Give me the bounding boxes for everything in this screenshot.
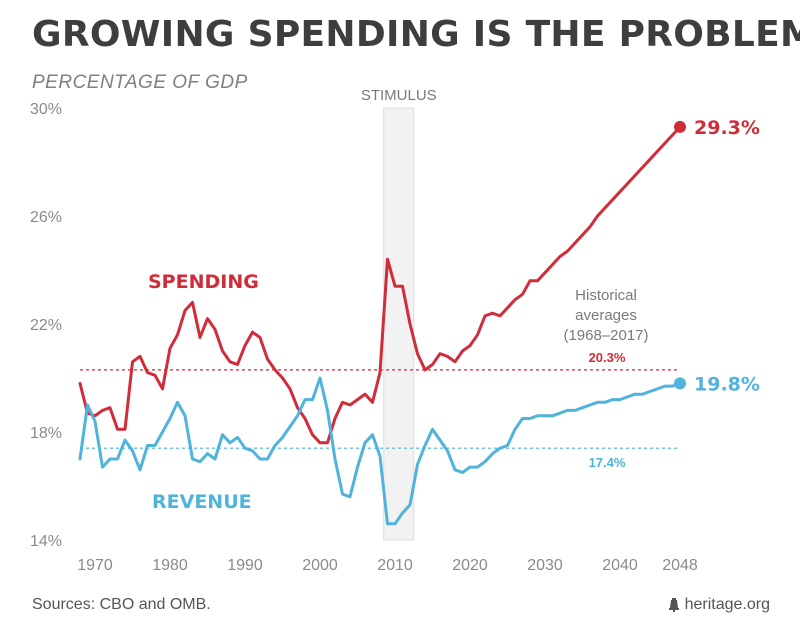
- revenue-end-marker: [674, 377, 686, 390]
- y-tick-label: 26%: [30, 209, 62, 226]
- liberty-bell-icon: [668, 598, 679, 612]
- x-tick-label: 2048: [662, 557, 698, 574]
- revenue-end-value-label: 19.8%: [694, 373, 760, 395]
- x-tick-label: 2000: [302, 557, 338, 574]
- spending-end-value-label: 29.3%: [694, 117, 760, 139]
- series-labels: SPENDING 29.3% REVENUE 19.8%: [148, 117, 760, 513]
- stimulus-label: STIMULUS: [361, 87, 437, 104]
- series-lines: [78, 120, 686, 526]
- x-tick-label: 1970: [77, 557, 113, 574]
- sources-note: Sources: CBO and OMB.: [32, 596, 211, 613]
- x-tick-label: 1990: [227, 557, 263, 574]
- chart-title: GROWING SPENDING IS THE PROBLEM: [32, 14, 800, 55]
- brand[interactable]: heritage.org: [668, 596, 770, 614]
- spending-average-label: 20.3%: [589, 350, 626, 365]
- x-axis-ticks: 1970 1980 1990 2000 2010 2020 2030 2040 2048: [77, 557, 698, 574]
- revenue-line: [78, 376, 682, 526]
- averages-note-line: (1968–2017): [563, 327, 648, 344]
- spending-line: [78, 125, 682, 445]
- x-tick-label: 2020: [452, 557, 488, 574]
- averages-note-line: averages: [575, 307, 637, 324]
- y-tick-label: 18%: [30, 425, 62, 442]
- x-tick-label: 2010: [377, 557, 413, 574]
- chart-subtitle: PERCENTAGE OF GDP: [32, 72, 248, 93]
- revenue-series-label: REVENUE: [152, 491, 252, 513]
- x-tick-label: 1980: [152, 557, 188, 574]
- y-tick-label: 14%: [30, 533, 62, 550]
- x-tick-label: 2040: [602, 557, 638, 574]
- historical-averages-note: Historical averages (1968–2017): [563, 287, 648, 344]
- spending-series-label: SPENDING: [148, 271, 259, 293]
- y-axis-ticks: 14% 18% 22% 26% 30%: [30, 101, 62, 550]
- y-tick-label: 30%: [30, 101, 62, 118]
- brand-name: heritage.org: [684, 596, 770, 613]
- y-tick-label: 22%: [30, 317, 62, 334]
- x-tick-label: 2030: [527, 557, 563, 574]
- spending-end-marker: [674, 120, 686, 133]
- revenue-average-label: 17.4%: [589, 455, 626, 470]
- averages-note-line: Historical: [575, 287, 637, 304]
